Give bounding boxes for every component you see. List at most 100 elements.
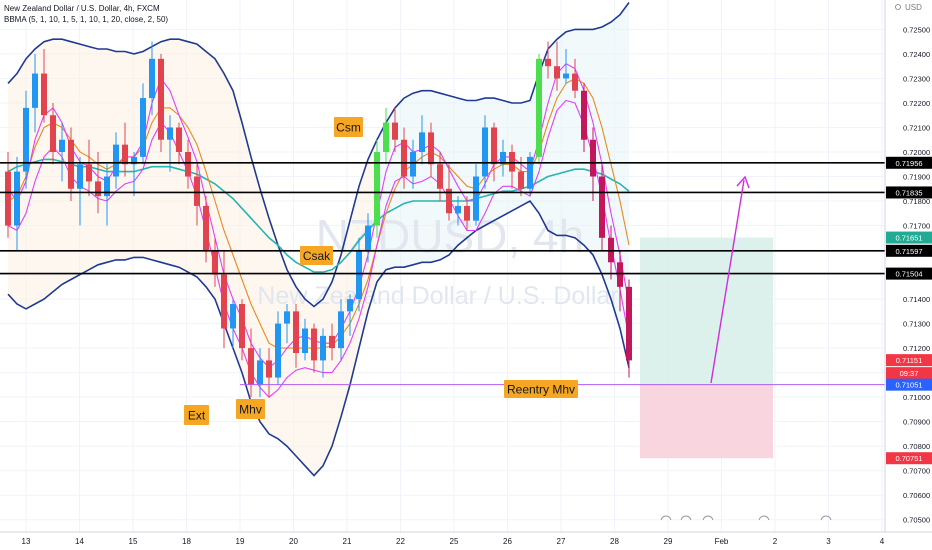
time-tick-label: 2 bbox=[773, 537, 778, 546]
price-badge-label: 0.71151 bbox=[896, 356, 923, 365]
candle-body bbox=[365, 225, 371, 251]
candle-body bbox=[5, 171, 11, 226]
price-tick-label: 0.71700 bbox=[903, 222, 930, 231]
price-tick-label: 0.71200 bbox=[903, 344, 930, 353]
candle-body bbox=[464, 205, 470, 221]
price-badge-box bbox=[886, 378, 932, 391]
indicator-line bbox=[7, 99, 630, 398]
price-badge-label: 09:37 bbox=[900, 369, 919, 378]
horizontal-lines bbox=[0, 161, 885, 386]
candle-body bbox=[194, 176, 200, 206]
economic-event-icon[interactable] bbox=[820, 515, 832, 526]
price-badge-label: 0.71504 bbox=[895, 270, 922, 279]
economic-event-icon[interactable] bbox=[758, 515, 770, 526]
candle-body bbox=[140, 98, 146, 157]
price-badge-box bbox=[886, 156, 932, 169]
target-zone[interactable] bbox=[640, 237, 773, 385]
candle-body bbox=[32, 73, 38, 108]
candle-body bbox=[257, 360, 263, 385]
time-axis-labels: 13 14 15 18 19 20 21 22 25 26 27 28 29 Feb 2 3 4 bbox=[22, 537, 885, 546]
candle-body bbox=[122, 144, 128, 165]
price-badge-box bbox=[886, 354, 932, 367]
time-tick-label: 28 bbox=[610, 537, 619, 546]
candle-body bbox=[482, 127, 488, 177]
candle-body bbox=[419, 132, 425, 152]
price-tick-label: 0.71900 bbox=[903, 173, 930, 182]
price-tick-label: 0.72200 bbox=[903, 99, 930, 108]
candle-body bbox=[41, 73, 47, 116]
event-icons[interactable] bbox=[660, 515, 832, 526]
candle-body bbox=[50, 115, 56, 152]
price-tick-label: 0.71400 bbox=[903, 295, 930, 304]
indicator-title[interactable]: BBMA (5, 1, 10, 1, 5, 1, 10, 1, 20, clos… bbox=[4, 15, 169, 24]
candle-body bbox=[527, 156, 533, 189]
time-tick-label: 3 bbox=[826, 537, 831, 546]
candle-body bbox=[329, 335, 335, 349]
stop-zone[interactable] bbox=[640, 384, 773, 459]
label-ext: Ext bbox=[184, 405, 209, 425]
time-tick-label: 15 bbox=[129, 537, 138, 546]
label-reentry-mhv: Reentry Mhv bbox=[504, 380, 578, 398]
candle-body bbox=[149, 58, 155, 99]
currency-lock-icon[interactable] bbox=[895, 4, 901, 10]
candle-body bbox=[581, 90, 587, 140]
indicator-line bbox=[7, 77, 630, 349]
price-tick-label: 0.71300 bbox=[903, 320, 930, 329]
candle-body bbox=[23, 107, 29, 172]
indicator-line bbox=[7, 158, 630, 273]
symbol-title[interactable]: New Zealand Dollar / U.S. Dollar, 4h, FX… bbox=[4, 4, 160, 13]
candle-body bbox=[203, 205, 209, 251]
price-tick-label: 0.70700 bbox=[903, 467, 930, 476]
label-csm-text: Csm bbox=[336, 121, 361, 135]
time-tick-label: 29 bbox=[664, 537, 673, 546]
candle-body bbox=[59, 139, 65, 152]
price-badges: 0.71956 0.71835 0.71597 0.71504 0.71651 0.711… bbox=[886, 156, 932, 465]
time-tick-label: 25 bbox=[450, 537, 459, 546]
candle-body bbox=[500, 152, 506, 165]
candle-body bbox=[392, 122, 398, 140]
label-ext-text: Ext bbox=[188, 409, 206, 423]
time-tick-label: 22 bbox=[396, 537, 405, 546]
candle-body bbox=[374, 152, 380, 226]
candle-body bbox=[428, 132, 434, 165]
label-mhv-text: Mhv bbox=[239, 403, 262, 417]
candle-body bbox=[554, 66, 560, 79]
indicator-line bbox=[7, 2, 630, 308]
price-tick-label: 0.72000 bbox=[903, 148, 930, 157]
candle-body bbox=[563, 73, 569, 79]
label-reentry-text: Reentry Mhv bbox=[507, 383, 575, 397]
price-badge-box bbox=[886, 452, 932, 465]
long-position-tool[interactable] bbox=[640, 237, 773, 459]
candle-body bbox=[248, 348, 254, 385]
economic-event-icon[interactable] bbox=[680, 515, 692, 526]
candle-body bbox=[347, 299, 353, 312]
price-badge-box bbox=[886, 231, 932, 244]
watermark-name: New Zealand Dollar / U.S. Dollar bbox=[257, 282, 618, 310]
time-tick-label: 4 bbox=[880, 537, 885, 546]
price-badge-box bbox=[886, 267, 932, 280]
candle-body bbox=[131, 156, 137, 165]
candle-body bbox=[221, 274, 227, 329]
time-tick-label: 20 bbox=[289, 537, 298, 546]
candle-body bbox=[455, 205, 461, 214]
indicator-line bbox=[7, 199, 630, 477]
economic-event-icon[interactable] bbox=[660, 515, 672, 526]
candle-body bbox=[104, 176, 110, 197]
candle-body bbox=[572, 73, 578, 91]
candle-body bbox=[599, 176, 605, 238]
candle-body bbox=[446, 188, 452, 214]
projection-arrow[interactable] bbox=[710, 175, 750, 384]
price-badge-box bbox=[886, 186, 932, 199]
candle-body bbox=[158, 58, 164, 140]
time-tick-label: 27 bbox=[557, 537, 566, 546]
candle-body bbox=[302, 328, 308, 354]
indicator-line bbox=[7, 63, 630, 369]
price-badge-label: 0.71051 bbox=[895, 381, 922, 390]
candle-body bbox=[239, 304, 245, 349]
label-csm: Csm bbox=[334, 117, 363, 137]
price-tick-label: 0.70600 bbox=[903, 491, 930, 500]
economic-event-icon[interactable] bbox=[702, 515, 714, 526]
time-tick-label: 14 bbox=[75, 537, 84, 546]
